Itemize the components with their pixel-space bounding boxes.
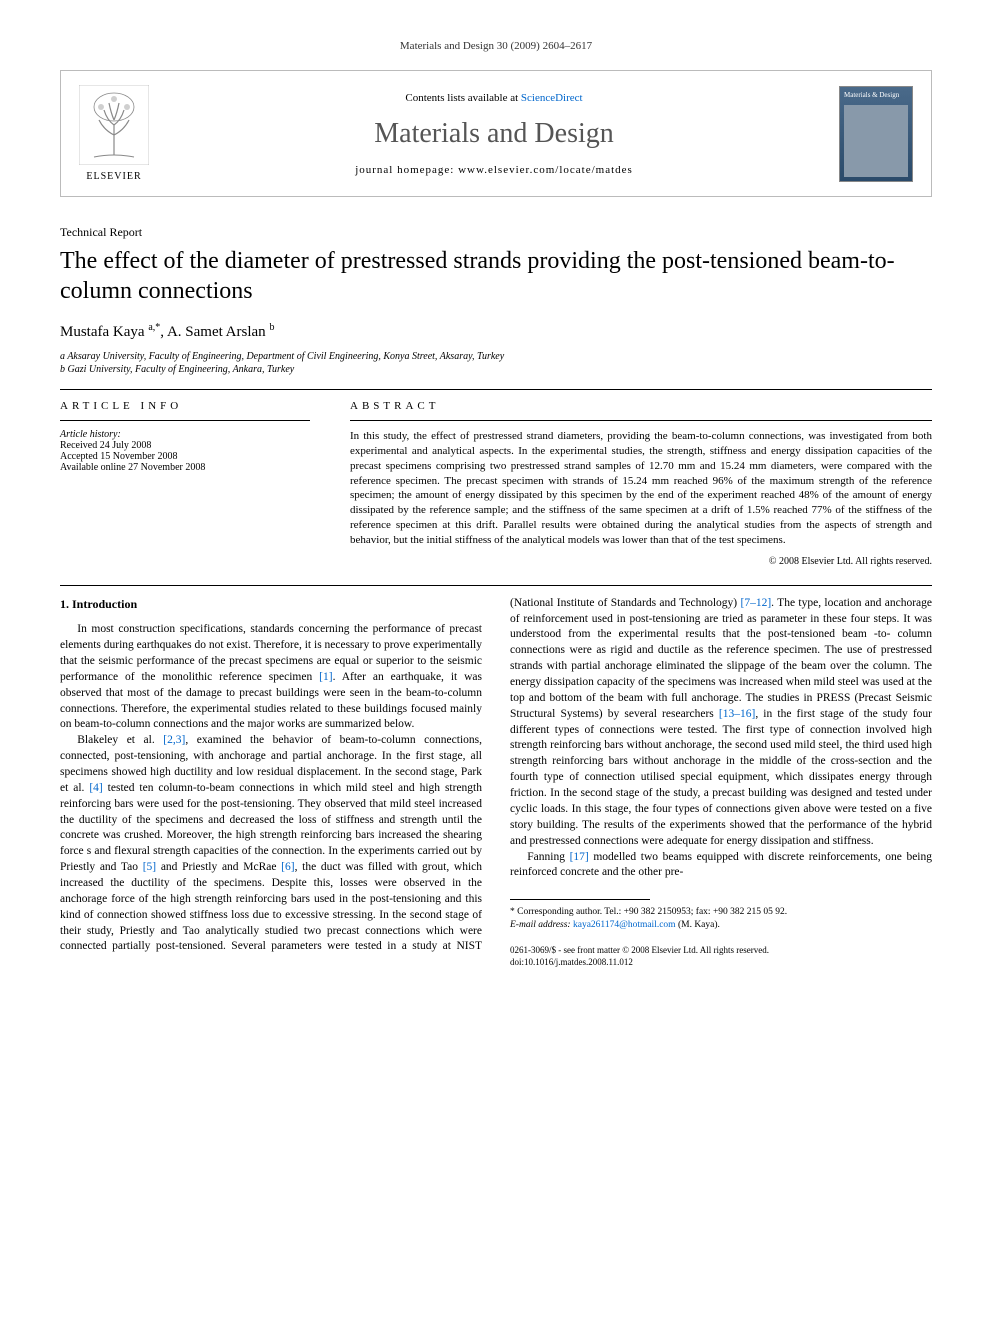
journal-cover-thumbnail: Materials & Design [839, 86, 913, 182]
abstract-text: In this study, the effect of prestressed… [350, 429, 932, 548]
citation-link[interactable]: [17] [570, 851, 589, 863]
citation-link[interactable]: [7–12] [740, 597, 771, 609]
body-two-column: 1. Introduction In most construction spe… [60, 596, 932, 969]
contents-prefix: Contents lists available at [405, 92, 520, 104]
running-header: Materials and Design 30 (2009) 2604–2617 [60, 40, 932, 52]
corresponding-author-footnote: * Corresponding author. Tel.: +90 382 21… [510, 906, 932, 931]
email-suffix: (M. Kaya). [678, 920, 720, 930]
history-label: Article history: [60, 429, 310, 440]
citation-link[interactable]: [4] [89, 782, 102, 794]
section-1-heading: 1. Introduction [60, 596, 482, 613]
authors: Mustafa Kaya a,*, A. Samet Arslan b [60, 322, 932, 341]
cover-title: Materials & Design [844, 91, 908, 99]
citation-link[interactable]: [5] [143, 861, 156, 873]
doi-line: doi:10.1016/j.matdes.2008.11.012 [510, 957, 932, 969]
info-abstract-row: ARTICLE INFO Article history: Received 2… [60, 400, 932, 567]
issn-line: 0261-3069/$ - see front matter © 2008 El… [510, 945, 932, 957]
cover-image-placeholder [844, 105, 908, 177]
journal-homepage: journal homepage: www.elsevier.com/locat… [169, 164, 819, 176]
email-link[interactable]: kaya261174@hotmail.com [573, 920, 676, 930]
sciencedirect-link[interactable]: ScienceDirect [521, 92, 583, 104]
journal-header-center: Contents lists available at ScienceDirec… [169, 92, 819, 176]
contents-available-line: Contents lists available at ScienceDirec… [169, 92, 819, 104]
section-divider [60, 389, 932, 390]
page: Materials and Design 30 (2009) 2604–2617… [0, 0, 992, 1008]
citation-link[interactable]: [2,3] [163, 734, 185, 746]
abstract-copyright: © 2008 Elsevier Ltd. All rights reserved… [350, 556, 932, 567]
intro-para-1: In most construction specifications, sta… [60, 622, 482, 733]
elsevier-tree-icon [79, 85, 149, 165]
homepage-prefix: journal homepage: [355, 164, 458, 176]
footnote-email-line: E-mail address: kaya261174@hotmail.com (… [510, 919, 932, 931]
journal-title: Materials and Design [169, 118, 819, 150]
intro-para-3: Fanning [17] modelled two beams equipped… [510, 850, 932, 882]
accepted-date: Accepted 15 November 2008 [60, 451, 310, 462]
online-date: Available online 27 November 2008 [60, 462, 310, 473]
abstract-heading: ABSTRACT [350, 400, 932, 412]
front-matter-footer: 0261-3069/$ - see front matter © 2008 El… [510, 945, 932, 968]
affiliation-a: a Aksaray University, Faculty of Enginee… [60, 351, 932, 362]
publisher-logo-block: ELSEVIER [79, 85, 149, 182]
footnote-tel-fax: * Corresponding author. Tel.: +90 382 21… [510, 906, 932, 918]
article-info-column: ARTICLE INFO Article history: Received 2… [60, 400, 310, 567]
publisher-name: ELSEVIER [79, 171, 149, 182]
article-type: Technical Report [60, 225, 932, 240]
homepage-url[interactable]: www.elsevier.com/locate/matdes [458, 164, 633, 176]
section-divider [60, 585, 932, 586]
footnote-divider [510, 899, 650, 900]
journal-header-box: ELSEVIER Contents lists available at Sci… [60, 70, 932, 197]
email-label: E-mail address: [510, 920, 571, 930]
citation-link[interactable]: [13–16] [719, 708, 755, 720]
citation-link[interactable]: [1] [319, 671, 332, 683]
affiliations: a Aksaray University, Faculty of Enginee… [60, 351, 932, 375]
affiliation-b: b Gazi University, Faculty of Engineerin… [60, 364, 932, 375]
article-info-heading: ARTICLE INFO [60, 400, 310, 412]
received-date: Received 24 July 2008 [60, 440, 310, 451]
article-title: The effect of the diameter of prestresse… [60, 246, 932, 306]
abstract-column: ABSTRACT In this study, the effect of pr… [350, 400, 932, 567]
citation-link[interactable]: [6] [281, 861, 294, 873]
